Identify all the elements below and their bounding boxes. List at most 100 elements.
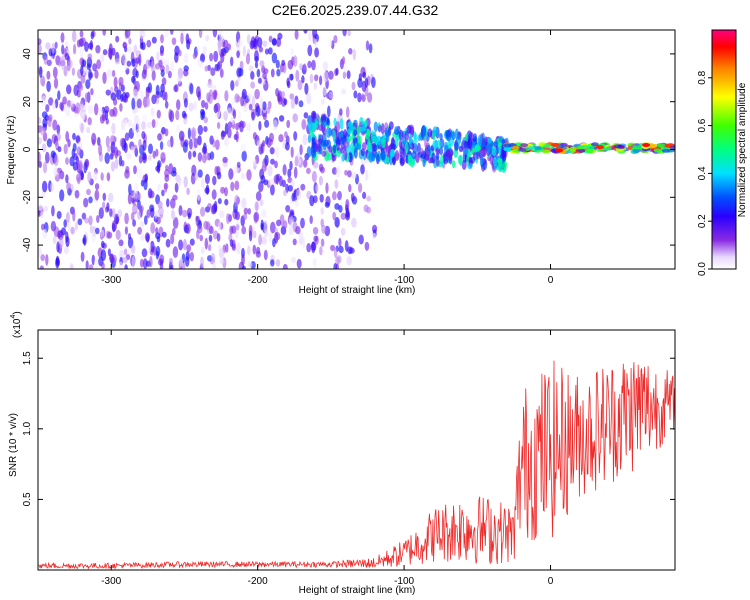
spectrogram-cell [40,75,46,87]
snr-x-ticks: -300 -200 -100 0 [101,330,554,587]
spectrogram-cell [165,164,169,171]
x-tick-label: -200 [248,576,268,587]
spectrogram-cell [591,142,599,147]
spectrogram-cell [269,147,275,155]
spectrogram-cell [236,50,240,59]
spectrogram-cell [102,192,107,201]
spectrogram-cell [196,45,200,53]
spectrogram-cell [360,164,365,175]
spectrogram-cell [527,146,536,151]
spectrogram-cell [185,256,190,267]
spectrogram-cell [218,30,223,38]
spectrogram-cell [340,227,346,236]
spectrogram-cell [255,250,261,258]
spectrogram-cell [343,129,348,139]
spectrogram-cell [60,227,67,236]
spectrogram-cell [439,133,443,141]
y-tick-label: 1.0 [22,421,33,435]
spectrogram-cell [172,246,179,258]
spectrogram-cell [308,30,312,42]
spectrogram-cell [109,208,113,218]
spectrogram-cell [186,187,190,195]
spectrogram-cell [351,217,357,228]
spectrogram-cell [111,122,116,135]
spectrogram-cell [294,155,299,167]
spectrogram-cell [351,81,356,91]
spectrogram-cell [172,217,179,229]
spectrogram-cell [273,174,279,184]
spectrogram-cell [271,52,278,64]
spectrogram-cell [193,137,198,149]
spectrogram-cell [183,52,189,64]
spectrogram-cell [86,126,91,134]
spectrogram-cell [164,101,169,109]
spectrogram-cell [230,80,235,91]
spectrogram-cell [333,35,338,44]
spectrogram-cell [341,153,345,162]
spectrogram-cell [457,154,463,165]
spectrogram-cell [334,203,340,210]
spectrogram-cell [86,188,91,196]
spectrogram-cell [307,60,312,69]
spectrogram-cell [270,221,276,234]
spectrogram-cell [384,122,389,130]
spectrogram-cell [156,51,160,62]
snr-frame [37,329,676,571]
spectrogram-cell [216,93,221,103]
spectrogram-cell [43,205,49,212]
spectrogram-cell [435,153,440,160]
spectrogram-cell [391,156,396,166]
spectrogram-cell [80,251,85,262]
spectrogram-cell [125,166,130,174]
y-tick-label: 0 [22,146,33,152]
spectrogram-cell [170,198,176,209]
spectrogram-cell [282,263,288,269]
spectrogram-cell [345,207,350,219]
spectrogram-cell [234,80,239,87]
spectrogram-cell [111,222,116,233]
spectrogram-cell [464,133,469,142]
spectrogram-cell [642,143,651,147]
spectrogram-cell [377,124,382,133]
spectrogram-cell [111,208,116,218]
spectrogram-cell [73,43,77,55]
spectrogram-cell [105,135,110,148]
spectrogram-cell [141,131,146,140]
spectrogram-cell [302,237,306,249]
spectrogram-cell [314,47,319,58]
spectrogram-cell [319,75,323,86]
spectrogram-cell [247,92,252,100]
spectrogram-cell [595,145,604,150]
snr-multiplier-base: (x10 [12,318,23,338]
spectrogram-cell [283,220,288,229]
spectrogram-cell [74,221,79,231]
spectrogram-cell [276,37,282,47]
spectrogram-cell [208,225,214,235]
spectrogram-cell [204,187,210,194]
spectrogram-x-ticks: -300 -200 -100 0 [101,30,554,286]
spectrogram-cell [303,63,307,71]
spectrogram-cell [208,234,213,242]
spectrogram-cell [126,60,132,67]
spectrogram-cell [268,47,273,55]
spectrogram-cell [105,89,111,96]
spectrogram-cell [411,151,417,160]
spectrogram-cell [87,105,94,114]
spectrogram-cell [197,135,202,146]
spectrogram-cell [71,30,77,43]
spectrogram-cell [214,63,219,72]
spectrogram-cell [348,48,353,55]
spectrogram-cell [361,80,367,93]
spectrogram-cell [132,76,136,85]
spectrogram-cell [134,114,139,124]
spectrogram-cell [480,156,484,166]
spectrogram-cell [38,137,43,145]
spectrogram-cell [102,71,107,84]
spectrogram-cell [54,141,59,149]
snr-panel: -300 -200 -100 0 0.5 1.0 1.5 Height of straig… [8,311,676,596]
spectrogram-cell [309,73,314,84]
spectrogram-cell [249,40,255,50]
spectrogram-cell [60,58,66,70]
spectrogram-cell [324,201,330,208]
spectrogram-cell [285,205,291,213]
